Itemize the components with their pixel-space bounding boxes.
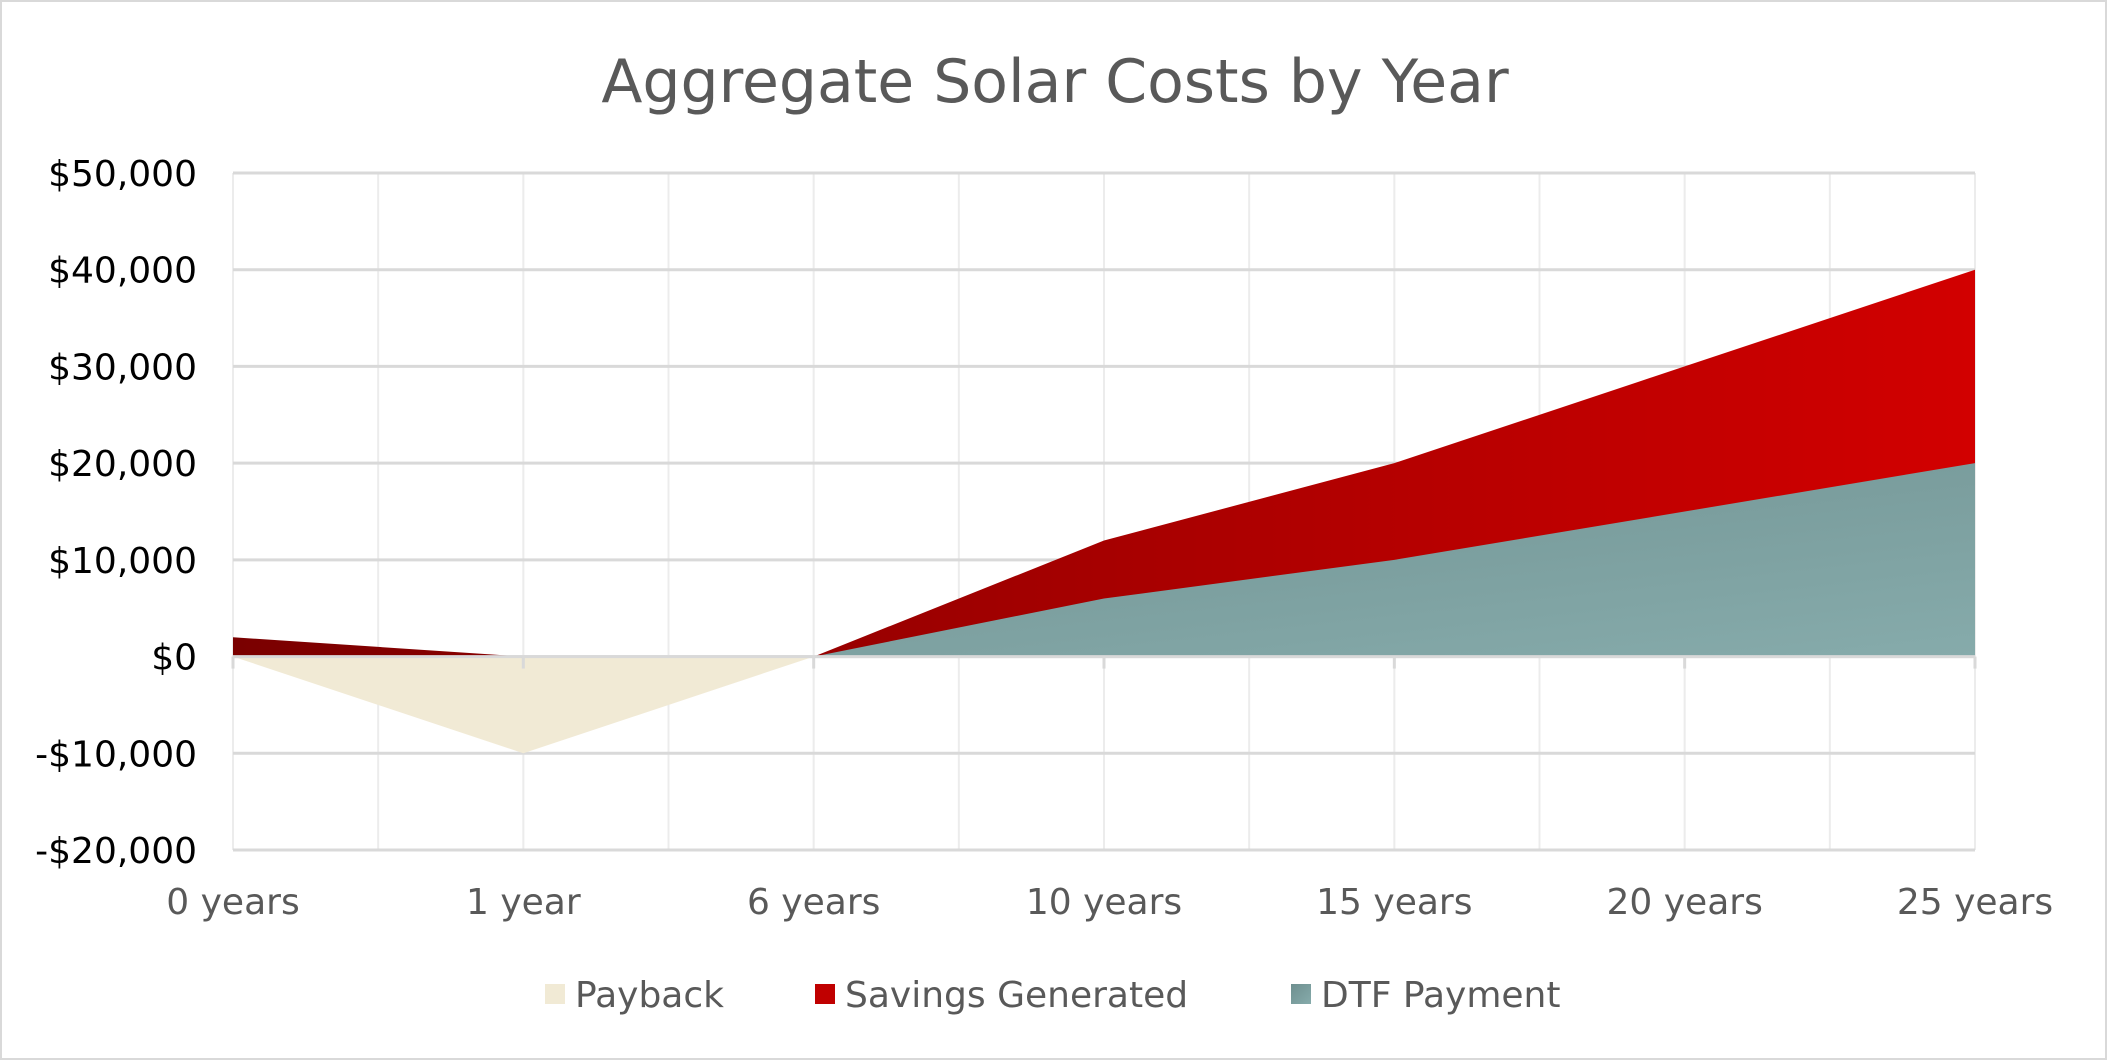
chart-title: Aggregate Solar Costs by Year <box>601 47 1509 117</box>
dtf-payment-area <box>233 463 1975 657</box>
y-tick-label: $20,000 <box>48 444 197 485</box>
x-tick-label: 0 years <box>166 882 299 923</box>
y-tick-label: $0 <box>151 638 197 679</box>
y-tick-label: $10,000 <box>48 541 197 582</box>
legend-swatch-payback-area <box>545 984 565 1004</box>
y-tick-label: $30,000 <box>48 347 197 388</box>
y-tick-label: -$10,000 <box>35 734 197 775</box>
x-tick-label: 1 year <box>466 882 581 923</box>
x-tick-label: 25 years <box>1897 882 2053 923</box>
legend-label: Savings Generated <box>845 975 1188 1016</box>
axes: $50,000 $40,000 $30,000 $20,000 $10,000 $0 -$1… <box>35 154 2053 923</box>
legend-item: DTF Payment <box>1291 975 1560 1016</box>
legend-swatch-savings-generated-area <box>815 984 835 1004</box>
series-areas <box>233 269 1975 754</box>
x-tick-label: 10 years <box>1026 882 1182 923</box>
legend-item: Payback <box>545 975 724 1016</box>
legend-item: Savings Generated <box>815 975 1188 1016</box>
x-tick-label: 6 years <box>747 882 880 923</box>
y-tick-label: $50,000 <box>48 154 197 195</box>
y-tick-label: $40,000 <box>48 251 197 292</box>
legend: Payback Savings Generated DTF Payment <box>545 975 1560 1016</box>
legend-swatch-dtf-payment-area <box>1291 984 1311 1004</box>
x-tick-label: 15 years <box>1316 882 1472 923</box>
y-tick-label: -$20,000 <box>35 831 197 872</box>
legend-label: DTF Payment <box>1321 975 1560 1016</box>
legend-label: Payback <box>575 975 724 1016</box>
x-tick-label: 20 years <box>1607 882 1763 923</box>
payback-area <box>233 656 1975 754</box>
